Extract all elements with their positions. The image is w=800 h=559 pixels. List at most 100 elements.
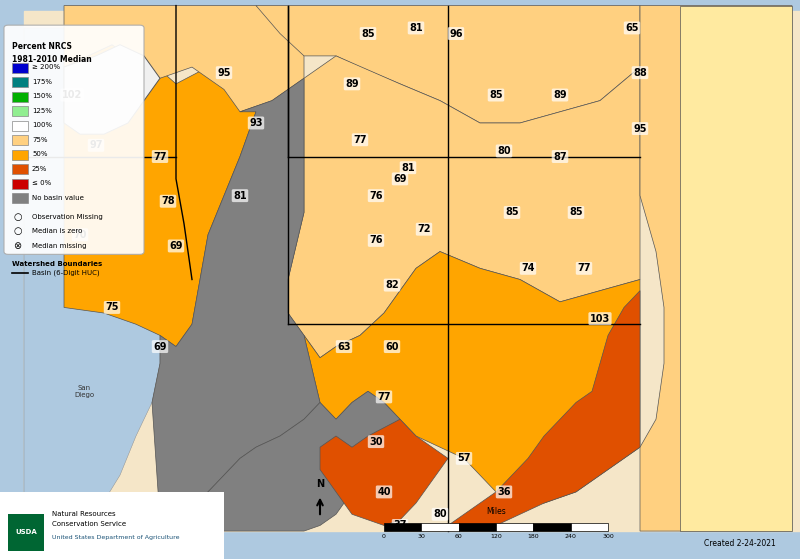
Polygon shape — [64, 6, 304, 112]
Text: 69: 69 — [170, 241, 182, 251]
Text: 77: 77 — [378, 392, 390, 402]
Bar — [496, 523, 534, 531]
Text: 77: 77 — [578, 263, 590, 273]
Text: 40: 40 — [378, 487, 390, 497]
Text: 81: 81 — [409, 23, 423, 33]
Text: No basin value: No basin value — [32, 195, 84, 201]
Text: 69: 69 — [154, 342, 166, 352]
Text: 175%: 175% — [32, 79, 52, 84]
Text: 60: 60 — [454, 534, 462, 539]
Text: Basin (6-Digit HUC): Basin (6-Digit HUC) — [32, 269, 100, 276]
Text: 0: 0 — [382, 534, 386, 539]
Text: 76: 76 — [370, 235, 382, 245]
Text: 95: 95 — [218, 68, 230, 78]
Text: 87: 87 — [553, 151, 567, 162]
Text: 97: 97 — [90, 140, 102, 150]
Bar — [0, 492, 224, 559]
Text: 36: 36 — [498, 487, 510, 497]
Bar — [570, 523, 608, 531]
Text: 69: 69 — [394, 174, 406, 184]
Bar — [12, 135, 28, 145]
Text: San
Diego: San Diego — [74, 385, 94, 398]
Text: 75%: 75% — [32, 137, 47, 143]
Text: 85: 85 — [569, 207, 583, 217]
Text: 85: 85 — [505, 207, 519, 217]
Polygon shape — [64, 45, 256, 347]
Text: 120: 120 — [490, 534, 502, 539]
Text: 37: 37 — [394, 520, 406, 530]
Text: USDA: USDA — [15, 529, 38, 535]
Text: 65: 65 — [626, 23, 638, 33]
Text: 81: 81 — [401, 163, 415, 173]
Text: 103: 103 — [590, 314, 610, 324]
Text: 85: 85 — [361, 29, 375, 39]
Text: 102: 102 — [62, 90, 82, 100]
Text: 76: 76 — [370, 191, 382, 201]
Polygon shape — [304, 252, 640, 503]
Polygon shape — [256, 6, 640, 123]
Text: ○: ○ — [14, 226, 22, 236]
Text: 75: 75 — [106, 302, 118, 312]
Text: 85: 85 — [489, 90, 503, 100]
Text: Percent NRCS: Percent NRCS — [12, 42, 72, 51]
Text: 100%: 100% — [32, 122, 52, 128]
Text: 240: 240 — [565, 534, 577, 539]
Polygon shape — [680, 6, 792, 531]
Text: BAJA
CALIFORNIA: BAJA CALIFORNIA — [177, 494, 223, 513]
Bar — [534, 523, 570, 531]
Polygon shape — [64, 45, 160, 134]
Bar — [12, 106, 28, 116]
Text: 96: 96 — [450, 29, 462, 39]
Text: 78: 78 — [161, 196, 175, 206]
Text: 300: 300 — [602, 534, 614, 539]
Text: Median is zero: Median is zero — [32, 229, 82, 234]
Bar — [12, 63, 28, 73]
Text: 1981-2010 Median: 1981-2010 Median — [12, 55, 92, 64]
Text: Conservation Service: Conservation Service — [52, 522, 126, 527]
Polygon shape — [152, 78, 320, 520]
Polygon shape — [160, 391, 400, 531]
Text: Median missing: Median missing — [32, 243, 86, 249]
Text: 125%: 125% — [32, 108, 52, 113]
Text: ⊗: ⊗ — [14, 241, 22, 251]
Text: 30: 30 — [418, 534, 426, 539]
Bar — [12, 164, 28, 174]
Text: Observation Missing: Observation Missing — [32, 214, 102, 220]
Text: 80: 80 — [497, 146, 511, 156]
Text: United States Department of Agriculture: United States Department of Agriculture — [52, 536, 179, 540]
Text: 57: 57 — [458, 453, 470, 463]
Polygon shape — [24, 28, 176, 531]
Bar — [12, 179, 28, 189]
FancyBboxPatch shape — [4, 25, 144, 254]
Polygon shape — [448, 291, 640, 525]
Text: 77: 77 — [354, 135, 366, 145]
Text: 74: 74 — [522, 263, 534, 273]
Text: 89: 89 — [345, 79, 359, 89]
Text: 63: 63 — [338, 342, 350, 352]
Bar — [458, 523, 496, 531]
Bar — [384, 523, 422, 531]
Polygon shape — [288, 56, 640, 358]
Polygon shape — [320, 419, 448, 525]
Text: 72: 72 — [418, 224, 430, 234]
Text: N: N — [316, 479, 324, 489]
Text: 93: 93 — [250, 118, 262, 128]
Text: 180: 180 — [527, 534, 539, 539]
Text: 77: 77 — [154, 151, 166, 162]
Text: 81: 81 — [233, 191, 247, 201]
Text: 25%: 25% — [32, 166, 47, 172]
Bar — [12, 121, 28, 131]
Bar — [422, 523, 458, 531]
Bar — [12, 77, 28, 87]
Bar — [12, 193, 28, 203]
Text: Created 2-24-2021: Created 2-24-2021 — [704, 539, 776, 548]
Bar — [8, 514, 44, 551]
Text: 89: 89 — [553, 90, 567, 100]
Text: 80: 80 — [433, 509, 447, 519]
Bar — [12, 150, 28, 160]
Text: 60: 60 — [386, 342, 398, 352]
Text: Watershed Boundaries: Watershed Boundaries — [12, 262, 102, 267]
Text: 70: 70 — [74, 230, 86, 240]
Text: Natural Resources: Natural Resources — [52, 511, 116, 517]
Text: 88: 88 — [633, 68, 647, 78]
